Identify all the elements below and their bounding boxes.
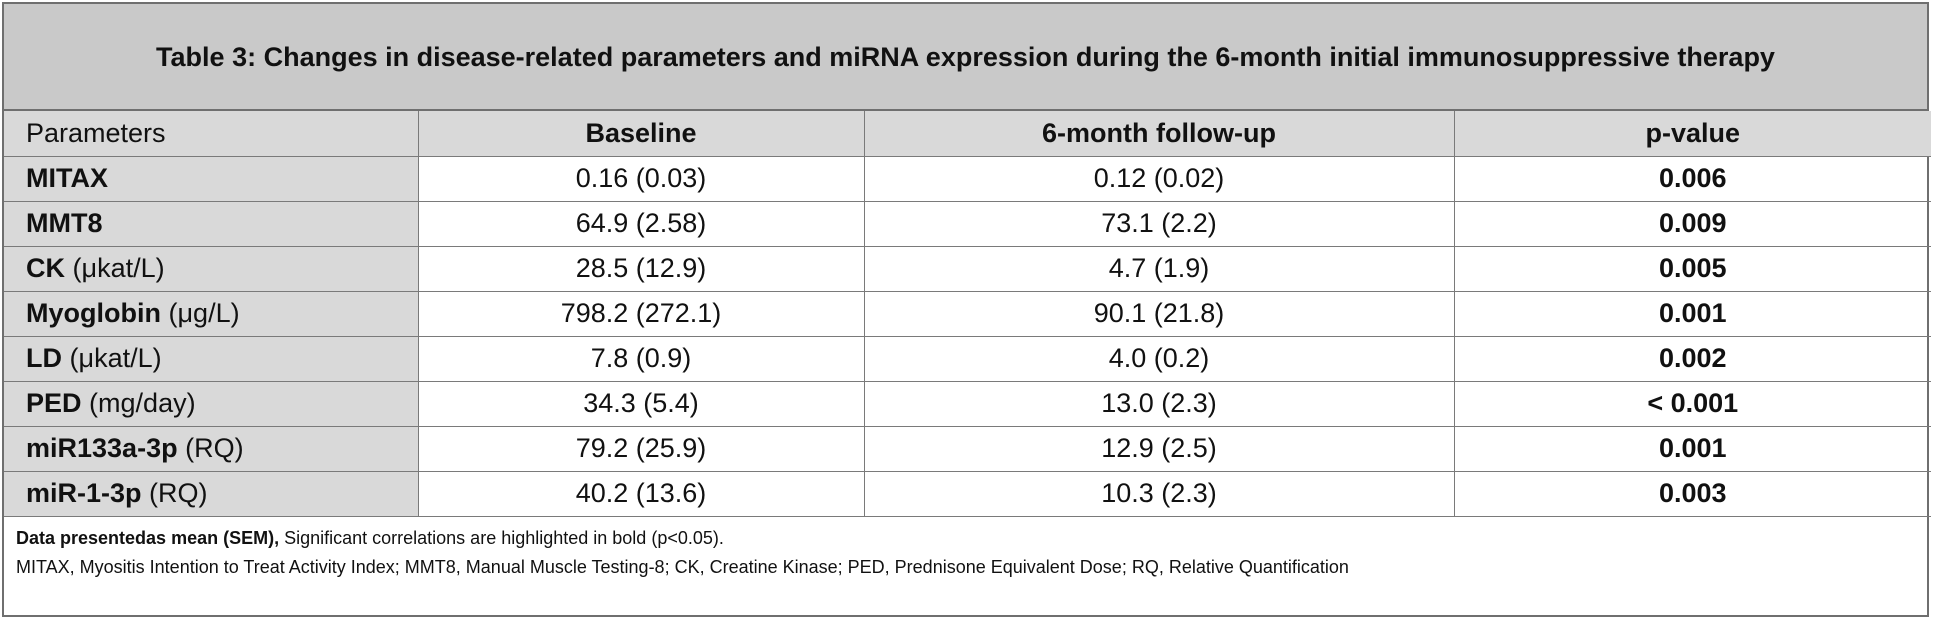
- header-pvalue: p-value: [1453, 111, 1931, 157]
- header-followup: 6-month follow-up: [863, 111, 1455, 157]
- parameter-name: PED: [26, 388, 82, 418]
- pvalue-cell: 0.009: [1453, 200, 1931, 247]
- header-baseline: Baseline: [417, 111, 865, 157]
- parameter-cell: MITAX: [4, 156, 419, 202]
- header-parameters: Parameters: [4, 111, 419, 157]
- table-footnotes: Data presentedas mean (SEM), Significant…: [4, 517, 1927, 582]
- parameter-name: LD: [26, 343, 62, 373]
- parameter-cell: LD (μkat/L): [4, 335, 419, 382]
- parameter-name: miR133a-3p: [26, 433, 178, 463]
- followup-cell: 4.0 (0.2): [863, 335, 1455, 382]
- parameter-name: Myoglobin: [26, 298, 161, 328]
- baseline-cell: 64.9 (2.58): [417, 200, 865, 247]
- pvalue-cell: 0.005: [1453, 245, 1931, 292]
- parameter-cell: CK (μkat/L): [4, 245, 419, 292]
- footnote-abbreviations: MITAX, Myositis Intention to Treat Activ…: [16, 556, 1349, 577]
- table-row: MITAX 0.16 (0.03) 0.12 (0.02) 0.006: [4, 156, 1931, 202]
- parameter-cell: PED (mg/day): [4, 380, 419, 427]
- header-row: Parameters Baseline 6-month follow-up p-…: [4, 111, 1931, 157]
- followup-cell: 4.7 (1.9): [863, 245, 1455, 292]
- parameter-name: CK: [26, 253, 65, 283]
- parameter-unit: (μg/L): [168, 298, 240, 328]
- table-row: CK (μkat/L) 28.5 (12.9) 4.7 (1.9) 0.005: [4, 245, 1931, 292]
- results-table: Parameters Baseline 6-month follow-up p-…: [4, 111, 1931, 517]
- followup-cell: 73.1 (2.2): [863, 200, 1455, 247]
- table-row: LD (μkat/L) 7.8 (0.9) 4.0 (0.2) 0.002: [4, 335, 1931, 382]
- followup-cell: 10.3 (2.3): [863, 470, 1455, 517]
- followup-cell: 0.12 (0.02): [863, 156, 1455, 202]
- table-row: miR133a-3p (RQ) 79.2 (25.9) 12.9 (2.5) 0…: [4, 425, 1931, 472]
- pvalue-cell: 0.002: [1453, 335, 1931, 382]
- parameter-unit: (mg/day): [89, 388, 196, 418]
- baseline-cell: 28.5 (12.9): [417, 245, 865, 292]
- table-row: Myoglobin (μg/L) 798.2 (272.1) 90.1 (21.…: [4, 290, 1931, 337]
- table-row: PED (mg/day) 34.3 (5.4) 13.0 (2.3) < 0.0…: [4, 380, 1931, 427]
- table-row: MMT8 64.9 (2.58) 73.1 (2.2) 0.009: [4, 200, 1931, 247]
- baseline-cell: 34.3 (5.4): [417, 380, 865, 427]
- baseline-cell: 79.2 (25.9): [417, 425, 865, 472]
- followup-cell: 13.0 (2.3): [863, 380, 1455, 427]
- followup-cell: 90.1 (21.8): [863, 290, 1455, 337]
- parameter-cell: miR133a-3p (RQ): [4, 425, 419, 472]
- footnote-line-1: Data presentedas mean (SEM), Significant…: [16, 524, 1915, 553]
- parameter-unit: (RQ): [185, 433, 244, 463]
- parameter-name: miR-1-3p: [26, 478, 142, 508]
- pvalue-cell: 0.006: [1453, 156, 1931, 202]
- baseline-cell: 7.8 (0.9): [417, 335, 865, 382]
- parameter-cell: Myoglobin (μg/L): [4, 290, 419, 337]
- baseline-cell: 798.2 (272.1): [417, 290, 865, 337]
- baseline-cell: 0.16 (0.03): [417, 156, 865, 202]
- footnote-significance-note: Significant correlations are highlighted…: [279, 527, 724, 548]
- parameter-name: MITAX: [26, 163, 108, 193]
- table-body: MITAX 0.16 (0.03) 0.12 (0.02) 0.006 MMT8…: [4, 156, 1931, 517]
- pvalue-cell: 0.001: [1453, 290, 1931, 337]
- followup-cell: 12.9 (2.5): [863, 425, 1455, 472]
- parameter-unit: (μkat/L): [69, 343, 162, 373]
- parameter-name: MMT8: [26, 208, 103, 238]
- baseline-cell: 40.2 (13.6): [417, 470, 865, 517]
- table-title: Table 3: Changes in disease-related para…: [4, 4, 1927, 111]
- parameter-unit: (RQ): [149, 478, 208, 508]
- parameter-cell: MMT8: [4, 200, 419, 247]
- pvalue-cell: < 0.001: [1453, 380, 1931, 427]
- parameter-cell: miR-1-3p (RQ): [4, 470, 419, 517]
- table-row: miR-1-3p (RQ) 40.2 (13.6) 10.3 (2.3) 0.0…: [4, 470, 1931, 517]
- pvalue-cell: 0.001: [1453, 425, 1931, 472]
- footnote-data-note: Data presentedas mean (SEM),: [16, 527, 280, 548]
- parameter-unit: (μkat/L): [72, 253, 165, 283]
- pvalue-cell: 0.003: [1453, 470, 1931, 517]
